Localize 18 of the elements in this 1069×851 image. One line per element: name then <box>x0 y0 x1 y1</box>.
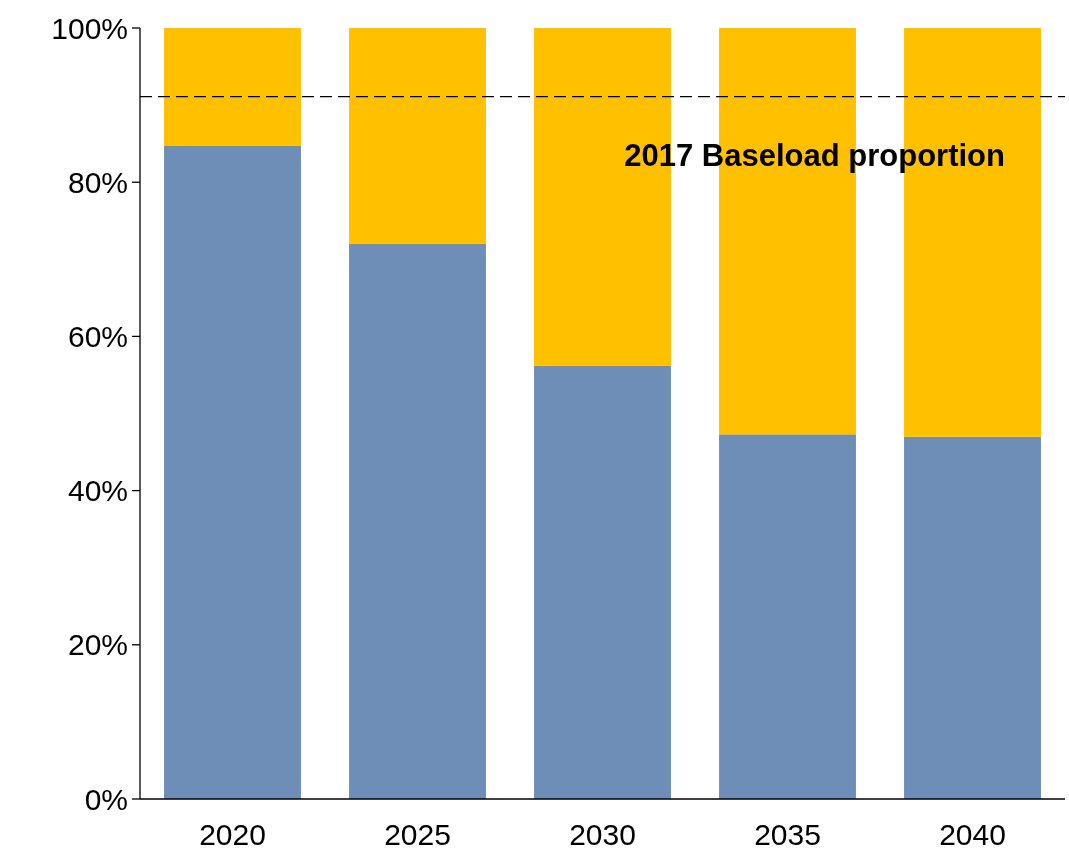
y-tick-label: 100% <box>51 11 128 45</box>
bar <box>719 434 856 799</box>
x-tick-label: 2035 <box>754 818 821 851</box>
y-tick-label: 60% <box>67 319 128 353</box>
bar <box>349 243 486 799</box>
bar <box>164 28 301 146</box>
x-tick-label: 2030 <box>569 818 636 851</box>
bar <box>164 145 301 799</box>
bar <box>349 28 486 244</box>
bar <box>904 436 1041 799</box>
y-tick-label: 40% <box>67 474 128 508</box>
x-tick-label: 2040 <box>939 818 1006 851</box>
x-tick-label: 2020 <box>199 818 266 851</box>
y-tick-label: 0% <box>84 782 128 816</box>
y-tick-label: 20% <box>67 628 128 662</box>
bar <box>534 365 671 799</box>
x-tick-label: 2025 <box>384 818 451 851</box>
y-tick-label: 80% <box>67 165 128 199</box>
